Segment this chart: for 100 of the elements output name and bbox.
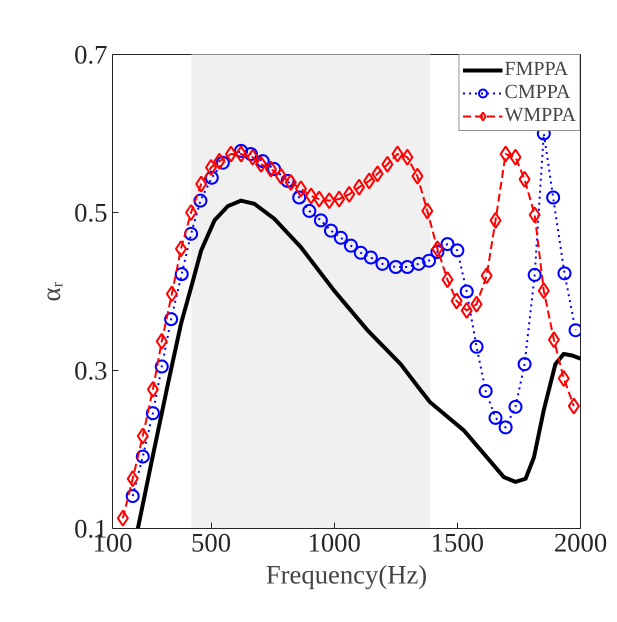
y-tick-label: 0.3	[74, 356, 108, 386]
point	[470, 340, 484, 354]
point	[334, 230, 348, 245]
point	[343, 186, 356, 203]
point	[224, 146, 237, 163]
point	[280, 174, 295, 188]
point	[244, 147, 258, 162]
point	[538, 282, 550, 300]
point	[294, 180, 307, 198]
point	[313, 190, 326, 208]
point	[411, 168, 424, 185]
point	[116, 510, 129, 527]
point	[216, 156, 230, 170]
x-tick-label: 1500	[430, 528, 484, 558]
point	[235, 146, 248, 163]
point	[264, 160, 277, 178]
point	[204, 170, 219, 185]
point	[164, 312, 178, 326]
point	[246, 148, 259, 166]
point	[431, 240, 444, 258]
point	[193, 194, 208, 208]
point	[213, 152, 226, 170]
point	[422, 254, 436, 268]
point	[284, 174, 297, 191]
point	[256, 154, 270, 168]
point	[174, 267, 189, 282]
point	[292, 190, 306, 204]
point	[354, 246, 368, 260]
point	[184, 226, 198, 241]
point	[508, 400, 522, 414]
point	[546, 190, 560, 204]
point	[324, 224, 338, 238]
point	[460, 302, 473, 319]
point	[480, 267, 493, 284]
point	[441, 271, 454, 288]
legend-label: FMPPA	[504, 58, 568, 81]
point	[478, 384, 493, 398]
line-series	[136, 198, 580, 528]
point	[518, 357, 532, 372]
point	[518, 170, 531, 188]
point	[568, 398, 580, 415]
point	[440, 237, 454, 252]
point	[490, 212, 502, 229]
point	[509, 148, 522, 166]
point	[430, 245, 444, 259]
point	[323, 192, 336, 210]
point	[146, 406, 160, 420]
point	[548, 331, 560, 348]
point	[421, 202, 434, 220]
point	[126, 489, 140, 504]
point	[391, 146, 404, 163]
point	[156, 332, 168, 350]
point	[500, 146, 512, 163]
x-axis-title: Frequency(Hz)	[266, 560, 428, 590]
point	[274, 168, 287, 185]
y-tick-label: 0.5	[74, 198, 108, 228]
point	[267, 162, 282, 176]
point	[136, 450, 150, 464]
point	[353, 178, 366, 196]
point	[136, 428, 149, 445]
point	[126, 470, 139, 488]
point	[174, 240, 187, 258]
point	[205, 158, 218, 176]
point	[154, 360, 169, 374]
point	[470, 296, 483, 313]
legend-label: WMPPA	[504, 104, 576, 127]
x-tick-label: 500	[191, 528, 232, 558]
point	[381, 156, 394, 173]
y-axis-title: αᵣ	[36, 281, 66, 302]
point	[195, 176, 208, 193]
point	[344, 238, 358, 253]
x-tick-label: 1000	[308, 528, 361, 558]
point	[146, 380, 159, 398]
point	[234, 144, 248, 158]
x-tick-label: 2000	[554, 528, 608, 558]
point	[460, 284, 474, 298]
point	[558, 370, 570, 387]
point	[388, 260, 403, 274]
point	[255, 156, 268, 173]
point	[450, 243, 464, 258]
point	[498, 420, 513, 434]
point	[372, 165, 384, 182]
point	[375, 256, 390, 271]
point	[166, 285, 178, 302]
point	[528, 268, 542, 282]
point	[412, 256, 426, 271]
point	[488, 410, 503, 425]
point	[557, 266, 572, 280]
point	[302, 204, 316, 218]
point	[333, 190, 346, 208]
point	[400, 260, 414, 274]
point	[401, 148, 414, 166]
point	[185, 204, 198, 221]
point	[528, 206, 541, 224]
point	[305, 187, 318, 204]
legend-label: CMPPA	[504, 81, 570, 104]
point	[364, 250, 378, 265]
point	[450, 292, 463, 310]
point	[314, 213, 328, 228]
y-tick-label: 0.7	[74, 40, 108, 70]
